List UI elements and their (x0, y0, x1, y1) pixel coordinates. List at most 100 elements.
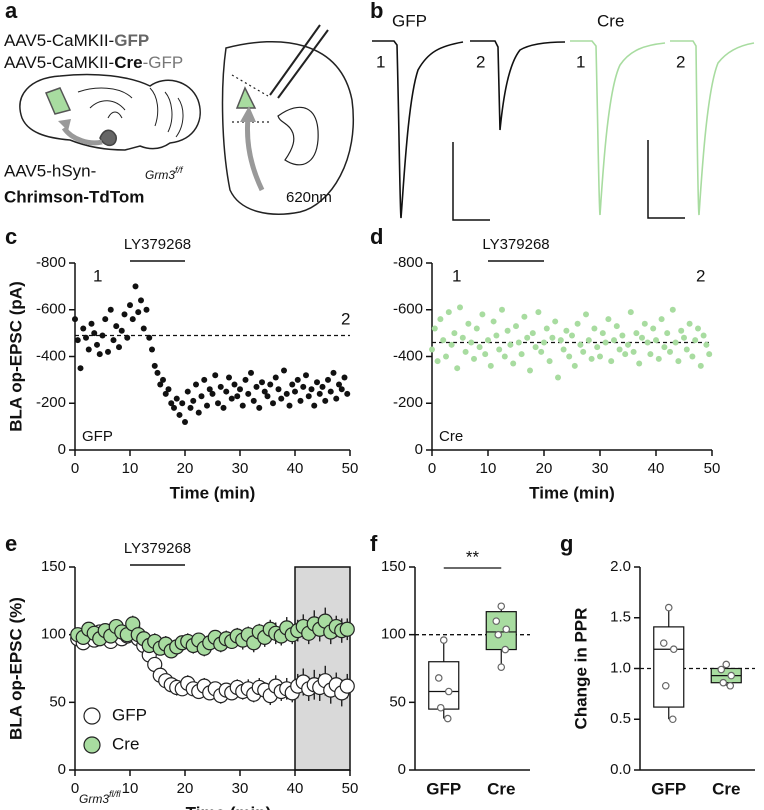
point (135, 309, 142, 316)
x-tick-label: 10 (122, 780, 139, 797)
point (439, 636, 448, 644)
y-tick-label: 100 (381, 626, 406, 643)
point (264, 393, 271, 400)
point (253, 383, 260, 390)
point (518, 351, 525, 358)
legend-label: GFP (112, 705, 147, 724)
point (659, 639, 668, 647)
point (485, 337, 491, 344)
point (571, 362, 578, 369)
y-tick-label: -600 (36, 301, 66, 318)
point (476, 344, 483, 351)
point (471, 355, 477, 362)
point (157, 381, 164, 388)
point (113, 323, 120, 330)
point (165, 386, 172, 393)
point (283, 390, 290, 397)
point (599, 330, 606, 337)
point (316, 390, 323, 397)
point (129, 316, 136, 323)
point (228, 395, 235, 402)
point (259, 379, 265, 386)
point (630, 348, 637, 355)
y-tick-label: -600 (393, 301, 423, 318)
point (636, 360, 643, 367)
point (532, 344, 539, 351)
point (722, 660, 731, 669)
point (77, 365, 84, 372)
point (179, 400, 186, 407)
point (261, 388, 268, 395)
point (726, 681, 735, 690)
point (695, 325, 701, 332)
point (173, 395, 180, 402)
point (719, 678, 728, 687)
highlight-region (294, 566, 351, 771)
point (110, 337, 117, 344)
point (429, 346, 435, 353)
trace-label: 2 (696, 266, 705, 285)
x-tick-label: 10 (122, 460, 139, 477)
legend-swatch (83, 736, 101, 754)
y-tick-label: 2.0 (610, 558, 631, 575)
text-part: AAV5-CaMKII- (4, 31, 114, 50)
point (681, 334, 687, 341)
point (538, 348, 545, 355)
point (552, 318, 559, 325)
point (162, 390, 169, 397)
x-tick-label: 20 (177, 460, 194, 477)
x-tick-label: Cre (487, 779, 515, 798)
traces (372, 40, 755, 221)
point (653, 337, 659, 344)
trace-label: 1 (576, 52, 585, 71)
point (541, 339, 547, 346)
point (494, 630, 503, 639)
point (487, 362, 494, 369)
point (622, 351, 629, 358)
point (546, 358, 553, 365)
point (198, 393, 205, 400)
point (437, 316, 444, 323)
point (121, 311, 128, 318)
point (490, 318, 497, 325)
point (80, 325, 87, 332)
point (102, 316, 109, 323)
panel-letter: d (370, 224, 383, 249)
point (248, 369, 254, 376)
point (454, 365, 461, 372)
trace-label: 2 (341, 309, 350, 328)
point (451, 330, 458, 337)
point (515, 339, 522, 346)
point (706, 351, 713, 358)
trace-label: 2 (476, 52, 485, 71)
point (574, 320, 581, 327)
point (138, 297, 144, 304)
point (217, 383, 224, 390)
point (193, 381, 199, 388)
y-tick-label: -800 (36, 254, 66, 271)
point (616, 346, 623, 353)
point (549, 334, 556, 341)
point (507, 341, 514, 348)
legend-swatch (83, 707, 101, 725)
box (428, 661, 460, 710)
y-tick-label: 0.0 (610, 761, 631, 778)
point (319, 383, 326, 390)
point (588, 355, 595, 362)
point (501, 645, 510, 654)
x-tick-label: 30 (592, 460, 609, 477)
point (619, 332, 626, 339)
point (270, 400, 276, 407)
point (591, 325, 598, 332)
box (653, 626, 685, 708)
point (187, 404, 194, 411)
point (127, 302, 133, 309)
point (322, 397, 329, 404)
point (182, 418, 188, 425)
point (527, 367, 533, 374)
point (543, 325, 550, 332)
group-label: Cre (597, 11, 624, 30)
point (499, 306, 505, 313)
point (521, 313, 528, 320)
